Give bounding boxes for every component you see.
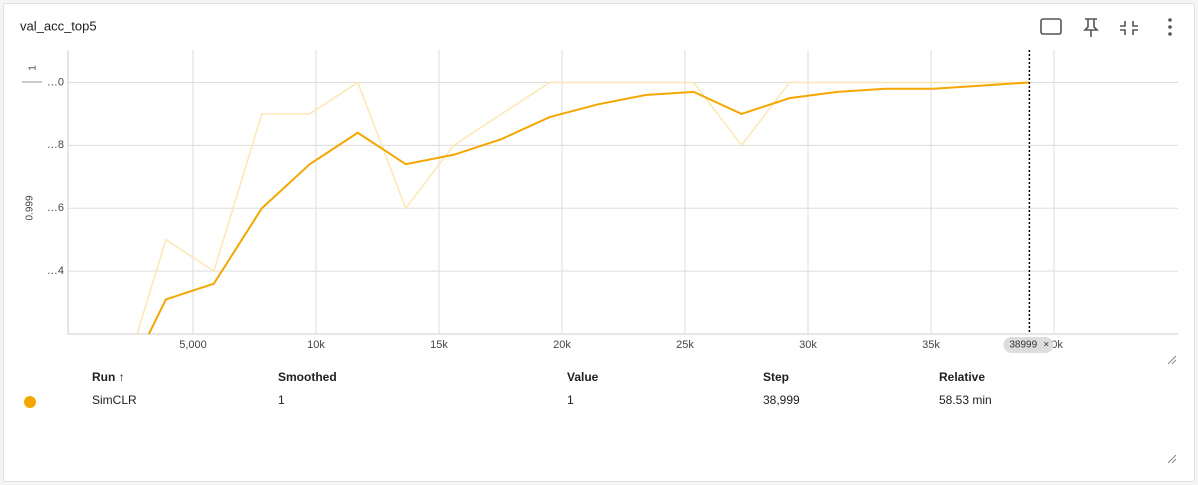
- x-tick-label: 20k: [553, 339, 571, 351]
- grid: …0…8…6…45,000 10k 15k 20k 25k 30k 35k 40k: [47, 50, 1178, 351]
- table-header: Value: [567, 370, 599, 384]
- x-tick-label: 25k: [676, 339, 694, 351]
- x-tick-label: 5,000: [179, 339, 207, 351]
- table-cell: 58.53 min: [939, 393, 992, 407]
- plot: [136, 81, 1030, 334]
- table-header: Run ↑: [92, 370, 125, 384]
- table-cell: 1: [567, 393, 574, 407]
- cursor-badge: [1003, 337, 1054, 353]
- series-line: [147, 81, 1030, 334]
- resize-handle[interactable]: [1167, 355, 1177, 464]
- run-color: [24, 396, 36, 408]
- table-header: Smoothed: [278, 370, 337, 384]
- y-tick-label: …8: [47, 139, 64, 151]
- fit-icon[interactable]: [1040, 18, 1062, 35]
- overlay: 38999 ×: [1003, 50, 1054, 353]
- y-tick-label: …0: [47, 76, 64, 88]
- y-tick-label: …4: [47, 265, 64, 277]
- x-tick-label: 15k: [430, 339, 448, 351]
- cursor-step: 38999: [1009, 340, 1037, 351]
- x-tick-label: 10k: [307, 339, 325, 351]
- table-header: Relative: [939, 370, 985, 384]
- toolbar[interactable]: [1040, 18, 1138, 37]
- y-tick-label: …6: [47, 202, 64, 214]
- table-header: Step: [763, 370, 789, 384]
- cursor-close[interactable]: ×: [1043, 340, 1049, 351]
- collapse-icon[interactable]: [1120, 21, 1138, 35]
- table-cell: 1: [278, 393, 285, 407]
- table-cell: 38,999: [763, 393, 800, 407]
- y-axis-label: 0.999: [25, 195, 36, 220]
- card-title: val_acc_top5: [20, 18, 97, 33]
- pin-icon[interactable]: [1083, 18, 1099, 37]
- x-tick-label: 35k: [922, 339, 940, 351]
- table-cell: SimCLR: [92, 393, 137, 407]
- menu-icon[interactable]: [1168, 18, 1172, 36]
- y-top-label: 1: [28, 65, 39, 71]
- x-tick-label: 30k: [799, 339, 817, 351]
- series-line: [136, 81, 1030, 334]
